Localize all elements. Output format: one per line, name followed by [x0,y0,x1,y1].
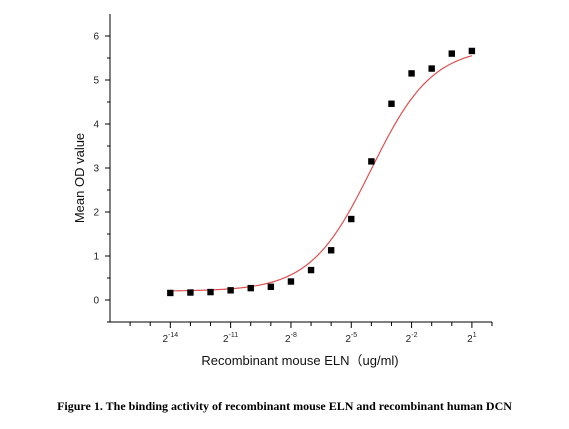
y-tick-label: 3 [93,164,99,175]
x-tick-label: 2-2 [406,332,418,345]
x-tick-exponent: -8 [291,332,297,339]
x-tick-exponent: -11 [229,332,239,339]
x-tick-base: 2 [406,334,412,345]
x-tick-label: 2-8 [285,332,297,345]
data-point [388,100,395,107]
data-point [468,47,476,55]
x-tick-base: 2 [285,334,291,345]
x-tick-exponent: -2 [411,332,417,339]
x-axis-title: Recombinant mouse ELN（ug/ml) [201,353,398,368]
fit-curve [170,55,473,292]
x-tick-base: 2 [162,334,168,345]
y-tick-label: 1 [93,252,99,263]
y-tick-label: 5 [93,76,99,87]
x-tick-label: 2-14 [162,332,178,345]
data-point [187,289,194,296]
y-tick-label: 4 [93,120,99,131]
data-point [428,65,435,72]
x-tick-base: 2 [223,334,229,345]
data-point [227,287,234,294]
data-point [368,158,375,165]
fit-curve-layer [170,55,473,292]
x-tick-exponent: -5 [351,332,357,339]
data-points-layer [167,47,476,297]
data-point [327,247,335,254]
data-point [307,266,315,274]
x-tick-exponent: -14 [168,332,178,339]
x-tick-label: 21 [467,332,477,345]
data-point [247,284,254,292]
data-point [167,289,174,297]
data-point [408,70,415,77]
axes [105,14,493,328]
y-tick-label: 0 [93,296,99,307]
y-tick-label: 6 [93,32,99,43]
data-point [448,50,455,57]
data-point [287,278,295,285]
x-tick-label: 2-11 [223,332,238,345]
y-tick-label: 2 [93,208,99,219]
y-axis-title: Mean OD value [72,133,87,223]
x-tick-label: 2-5 [345,332,357,345]
figure-caption: Figure 1. The binding activity of recomb… [57,399,512,413]
x-tick-exponent: 1 [473,332,477,339]
data-point [267,283,275,290]
x-tick-base: 2 [467,334,473,345]
data-point [348,215,355,223]
data-point [207,288,214,296]
x-tick-base: 2 [345,334,351,345]
